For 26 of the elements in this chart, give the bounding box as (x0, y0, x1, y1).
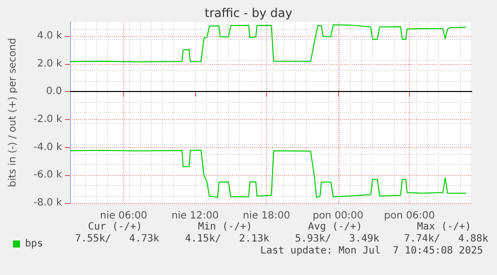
text: 7.55k/ 4.73k (75, 234, 160, 244)
y-tick-label: -2.0 k (34, 114, 62, 125)
y-tick-label: -4.0 k (34, 142, 62, 153)
x-tick-label: pon 00:00 (312, 210, 364, 222)
legend-label: bps (25, 238, 44, 250)
text: Avg (-/+) (308, 222, 362, 232)
x-tick-label: nie 12:00 (171, 210, 219, 222)
text: 5.93k/ 3.49k (295, 234, 380, 244)
text: Max (-/+) (417, 222, 472, 232)
text: Min (-/+) (198, 222, 252, 232)
x-tick-label: nie 18:00 (242, 210, 290, 222)
text: Last update: Mon Jul 7 10:45:08 2025 (260, 246, 484, 256)
x-tick-label: pon 06:00 (384, 210, 435, 222)
y-tick-label: 2.0 k (37, 58, 62, 70)
y-tick-label: 4.0 k (37, 30, 62, 42)
line-series (70, 150, 467, 198)
y-axis-title: bits in (-) / out (+) per second (8, 38, 18, 188)
y-tick-label: -6.0 k (34, 170, 62, 181)
text: Cur (-/+) (88, 222, 142, 232)
line-series (70, 24, 467, 62)
y-tick-label: 0.0 (46, 86, 62, 98)
x-tick-label: nie 06:00 (100, 210, 148, 222)
chart-title: traffic - by day (204, 6, 292, 20)
text: 4.15k/ 2.13k (185, 234, 270, 244)
y-tick-label: -8.0 k (34, 198, 62, 208)
text: 7.74k/ 4.88k (404, 234, 488, 244)
